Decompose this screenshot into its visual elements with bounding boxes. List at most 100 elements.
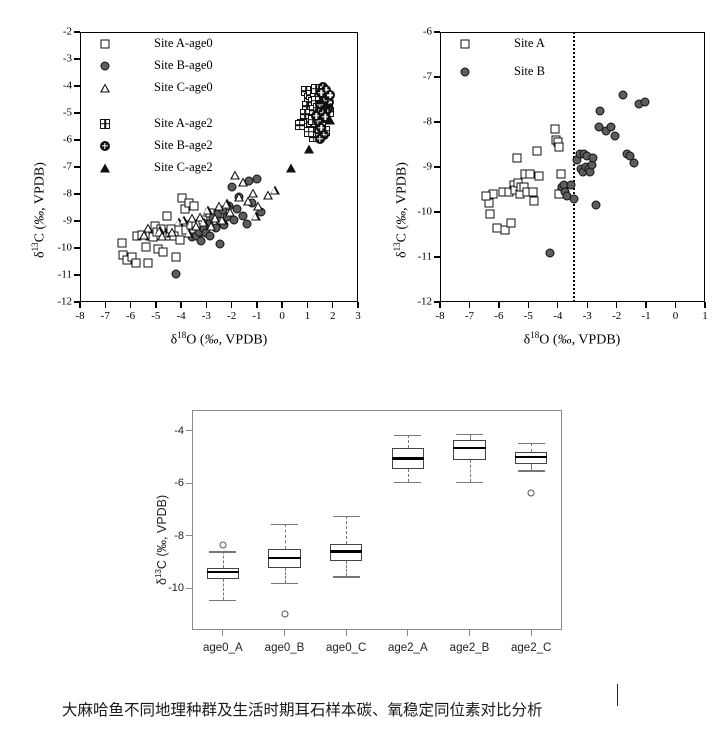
data-point-triangle-open	[187, 213, 198, 223]
x-tick-label: 3	[355, 310, 361, 322]
y-tick-label: -4	[62, 79, 72, 92]
x-tick-label: -3	[201, 310, 211, 322]
x-tick-label: -8	[435, 310, 445, 322]
data-point-circle-cross	[315, 133, 326, 144]
scatter-right-x-axis-title: δ18O (‰, VPDB)	[523, 330, 621, 348]
boxplot-y-tick-label: -10	[168, 582, 184, 595]
legend-marker-square-grid	[98, 117, 112, 131]
marker-triangle-open	[100, 83, 110, 92]
legend-marker-circle-gray	[458, 65, 472, 79]
legend-item-site-c-age2: Site C-age2	[98, 160, 213, 175]
data-point-square-open	[529, 196, 539, 206]
y-tick-label: -10	[417, 205, 432, 218]
boxplot-whisker-upper	[531, 442, 533, 452]
x-tick	[230, 302, 233, 308]
boxplot-whisker-lower	[284, 568, 286, 583]
data-point-square-grid	[303, 126, 314, 137]
data-point-circle-gray	[566, 180, 576, 190]
data-point-triangle-open	[214, 201, 224, 211]
legend-label: Site A-age2	[154, 116, 213, 130]
data-point-circle-gray	[640, 97, 650, 107]
data-point-square-open	[189, 201, 199, 211]
x-tick	[357, 302, 359, 308]
x-tick	[281, 302, 283, 308]
data-point-square-open	[171, 252, 181, 262]
x-tick-label: -6	[125, 310, 136, 322]
x-tick-label: -2	[612, 310, 622, 322]
boxplot-cap-lower	[394, 482, 422, 484]
boxplot-x-tick	[530, 630, 532, 636]
data-point-circle-gray	[252, 174, 262, 184]
boxplot-cap-upper	[332, 516, 360, 518]
legend-item-site-a: Site A	[458, 36, 545, 51]
x-tick-label: -2	[227, 310, 237, 322]
y-tick	[74, 112, 80, 114]
data-point-circle-gray	[205, 231, 215, 241]
data-point-circle-cross	[325, 90, 336, 101]
x-tick-label: -1	[252, 310, 262, 322]
y-tick-label: -9	[422, 160, 432, 173]
y-tick-label: -7	[422, 70, 432, 83]
data-point-triangle-open	[269, 185, 280, 195]
x-tick	[129, 302, 132, 308]
y-tick-label: -2	[62, 25, 72, 38]
y-tick	[434, 256, 440, 258]
legend-label: Site B-age2	[154, 138, 213, 152]
data-point-circle-gray	[196, 236, 206, 246]
y-tick-label: -11	[57, 268, 72, 281]
data-point-square-open	[117, 238, 127, 248]
x-tick-label: 0	[279, 310, 285, 322]
reference-line	[572, 32, 575, 302]
data-point-triangle-open	[243, 196, 254, 206]
boxplot-whisker-lower	[531, 463, 533, 471]
data-point-triangle-open	[210, 213, 221, 223]
y-tick-label: -12	[57, 295, 72, 308]
boxplot-cap-lower	[517, 470, 545, 472]
x-tick	[155, 302, 157, 308]
x-tick-label: 1	[304, 310, 311, 322]
x-tick	[674, 302, 677, 308]
boxplot-x-label-age2_A: age2_A	[388, 642, 428, 654]
data-point-triangle-open	[225, 207, 236, 217]
boxplot-y-tick	[186, 482, 192, 484]
boxplot-median-age0_B	[268, 556, 301, 560]
data-point-circle-cross	[311, 110, 322, 121]
scatter-left-x-axis-title: δ18O (‰, VPDB)	[170, 330, 268, 348]
data-point-triangle-open	[173, 217, 184, 227]
boxplot-y-tick	[186, 587, 192, 589]
y-tick-label: -8	[422, 115, 432, 128]
x-tick-label: 1	[702, 310, 708, 322]
legend-marker-square-open	[458, 37, 472, 51]
boxplot-x-tick	[222, 630, 224, 636]
boxplot-panel: δ13C (‰, VPDB) -4 -6 -8 -10 age0_A age0_B age0…	[140, 395, 570, 675]
boxplot-x-label-age0_C: age0_C	[326, 642, 367, 654]
y-tick-label: -5	[62, 106, 72, 119]
data-point-square-open	[554, 142, 564, 152]
marker-circle-gray	[100, 61, 110, 70]
legend-item-site-c-age0: Site C-age0	[98, 80, 213, 95]
boxplot-whisker-lower	[346, 560, 348, 577]
scatter-right-panel: δ18O (‰, VPDB) δ13C (‰, VPDB) Site A Site…	[392, 0, 723, 360]
legend-marker-triangle-filled	[98, 161, 112, 175]
boxplot-cap-upper	[271, 523, 298, 526]
x-tick-label: -4	[553, 310, 563, 322]
marker-triangle-filled	[100, 163, 110, 172]
x-tick	[332, 302, 334, 308]
data-point-triangle-filled	[286, 163, 297, 173]
data-point-circle-gray	[588, 153, 598, 163]
legend-label: Site C-age2	[154, 160, 213, 174]
data-point-triangle-open	[234, 192, 245, 202]
y-tick	[434, 121, 440, 123]
y-tick	[434, 31, 440, 33]
y-tick	[434, 211, 440, 213]
boxplot-whisker-lower	[222, 578, 224, 600]
legend-item-site-b-age0: Site B-age0	[98, 58, 213, 73]
boxplot-median-age2_C	[515, 456, 548, 459]
data-point-triangle-open	[238, 177, 248, 187]
y-tick-label: -11	[417, 250, 432, 263]
data-point-triangle-open	[195, 212, 206, 222]
data-point-triangle-open	[143, 223, 154, 233]
boxplot-x-tick	[284, 630, 285, 636]
y-tick	[74, 193, 80, 195]
